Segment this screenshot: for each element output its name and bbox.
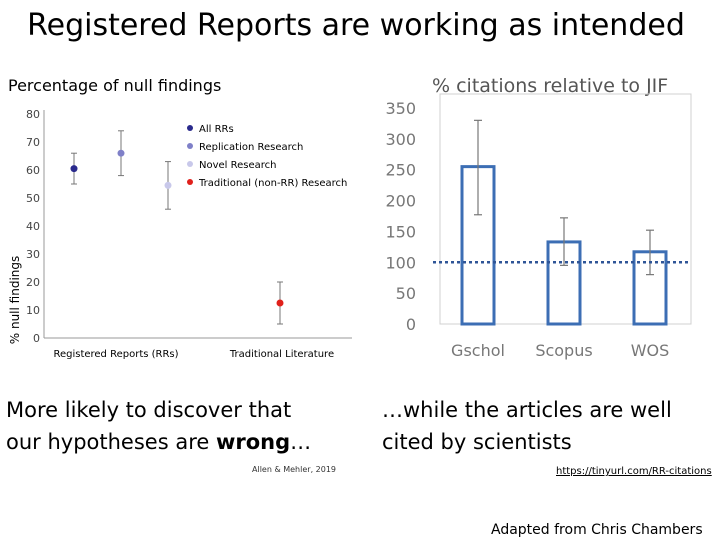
left-ytick-label: 10 xyxy=(26,304,40,317)
right-ytick-label: 150 xyxy=(385,222,416,241)
slide-title: Registered Reports are working as intend… xyxy=(27,8,685,43)
data-point xyxy=(164,181,172,189)
right-caption-line-2: cited by scientists xyxy=(382,430,572,454)
left-category-label: Traditional Literature xyxy=(229,349,334,360)
data-point xyxy=(70,165,78,173)
legend-label: Novel Research xyxy=(199,160,277,171)
right-category-label: Gschol xyxy=(451,341,505,360)
left-ytick-label: 30 xyxy=(26,248,40,261)
left-caption-line-2: our hypotheses are wrong… xyxy=(6,426,311,458)
right-chart-title: % citations relative to JIF xyxy=(432,75,668,97)
right-caption: …while the articles are well cited by sc… xyxy=(382,394,672,458)
left-ytick-label: 80 xyxy=(26,108,40,121)
left-category-label: Registered Reports (RRs) xyxy=(53,349,178,360)
left-caption-line-1: More likely to discover that xyxy=(6,398,292,422)
left-caption-ellipsis: … xyxy=(290,430,312,454)
left-ytick-label: 50 xyxy=(26,192,40,205)
left-chart-title: Percentage of null findings xyxy=(8,76,221,95)
left-ytick-label: 20 xyxy=(26,276,40,289)
data-point xyxy=(276,299,284,307)
legend-marker xyxy=(187,161,193,167)
citations-chart: % citations relative to JIF 0 50 100 150 200… xyxy=(385,75,692,360)
left-caption-emphasis: wrong xyxy=(215,430,291,454)
null-findings-chart: Percentage of null findings % null findi… xyxy=(8,76,352,360)
left-caption: More likely to discover that our hypothe… xyxy=(6,394,311,458)
citation-left: Allen & Mehler, 2019 xyxy=(252,465,337,474)
right-category-label: Scopus xyxy=(535,341,592,360)
right-ytick-label: 350 xyxy=(385,99,416,118)
left-ytick-label: 70 xyxy=(26,136,40,149)
right-category-label: WOS xyxy=(631,341,670,360)
legend-label: All RRs xyxy=(199,124,234,135)
left-caption-text: our hypotheses are xyxy=(6,430,216,454)
right-ytick-label: 300 xyxy=(385,130,416,149)
citation-link[interactable]: https://tinyurl.com/RR-citations xyxy=(556,466,712,477)
credit-text: Adapted from Chris Chambers xyxy=(491,522,703,538)
right-ytick-label: 250 xyxy=(385,161,416,180)
legend-label: Traditional (non-RR) Research xyxy=(198,178,347,189)
right-ytick-label: 100 xyxy=(385,253,416,272)
right-ytick-label: 0 xyxy=(406,315,416,334)
legend-marker xyxy=(187,179,193,185)
legend-label: Replication Research xyxy=(199,142,303,153)
right-ytick-label: 50 xyxy=(396,284,416,303)
data-point xyxy=(117,149,125,157)
right-caption-line-1: …while the articles are well xyxy=(382,398,672,422)
right-ytick-label: 200 xyxy=(385,192,416,211)
legend-marker xyxy=(187,125,193,131)
left-chart-ylabel: % null findings xyxy=(8,256,22,345)
left-ytick-label: 60 xyxy=(26,164,40,177)
left-ytick-label: 40 xyxy=(26,220,40,233)
left-ytick-label: 0 xyxy=(33,332,40,345)
legend-marker xyxy=(187,143,193,149)
